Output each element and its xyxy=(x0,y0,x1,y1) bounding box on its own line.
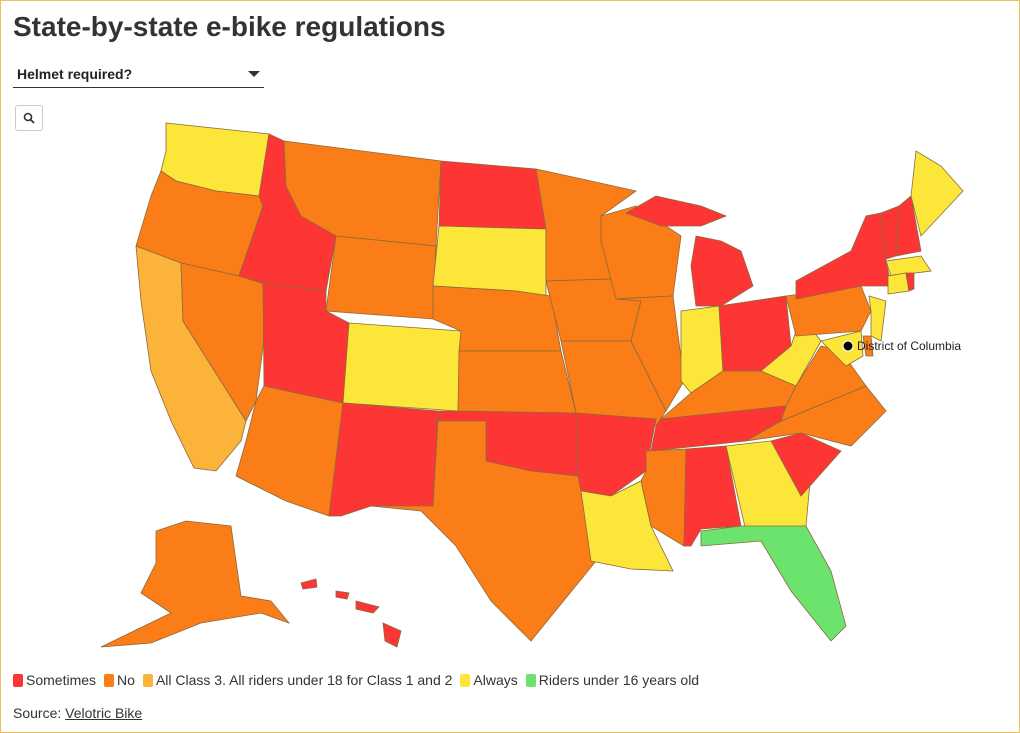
region xyxy=(100,520,291,648)
region xyxy=(820,330,864,367)
region xyxy=(895,195,922,257)
search-icon xyxy=(23,112,35,124)
region xyxy=(615,295,685,412)
map: District of Columbia xyxy=(100,122,964,648)
region xyxy=(700,525,847,642)
region xyxy=(690,235,754,307)
marker-label: District of Columbia xyxy=(857,339,961,353)
region xyxy=(432,225,547,297)
legend-item: Always xyxy=(460,672,518,688)
dropdown[interactable]: Helmet required? xyxy=(13,63,264,88)
region xyxy=(862,335,874,357)
legend-label: All Class 3. All riders under 18 for Cla… xyxy=(155,672,453,688)
source: Source: Velotric Bike xyxy=(13,705,142,721)
region xyxy=(770,432,842,497)
legend-swatch xyxy=(525,673,536,687)
legend-item: No xyxy=(104,672,135,688)
region xyxy=(905,272,915,292)
region xyxy=(868,295,887,342)
region xyxy=(457,350,577,414)
legend-swatch xyxy=(13,673,23,687)
source-label: Source: xyxy=(13,705,62,721)
region xyxy=(342,322,462,412)
legend-swatch xyxy=(104,673,115,687)
search-button[interactable] xyxy=(15,105,43,131)
dropdown-arrow xyxy=(248,71,260,77)
dropdown-label: Helmet required? xyxy=(17,66,133,82)
title: State-by-state e-bike regulations xyxy=(13,11,446,42)
legend-label: Riders under 16 years old xyxy=(538,672,700,688)
region xyxy=(438,160,547,230)
region xyxy=(382,622,402,648)
legend-label: No xyxy=(117,672,135,688)
region xyxy=(887,272,910,295)
region xyxy=(300,578,318,590)
legend-swatch xyxy=(460,673,471,687)
legend-label: Always xyxy=(473,672,518,688)
legend: Sometimes No All Class 3. All riders under… xyxy=(13,672,699,688)
legend-item: All Class 3. All riders under 18 for Cla… xyxy=(142,672,453,688)
region xyxy=(355,600,380,614)
region xyxy=(325,235,437,320)
region xyxy=(795,212,892,300)
marker-dot xyxy=(842,340,854,352)
legend-item: Sometimes xyxy=(13,672,96,688)
legend-swatch xyxy=(142,673,153,687)
region xyxy=(328,402,439,517)
legend-item: Riders under 16 years old xyxy=(525,672,700,688)
region xyxy=(580,480,674,572)
region xyxy=(625,195,728,227)
source-link[interactable]: Velotric Bike xyxy=(65,705,143,721)
region xyxy=(335,590,350,600)
region xyxy=(885,255,932,277)
legend-label: Sometimes xyxy=(26,672,97,688)
region xyxy=(370,420,597,642)
region xyxy=(910,150,964,237)
